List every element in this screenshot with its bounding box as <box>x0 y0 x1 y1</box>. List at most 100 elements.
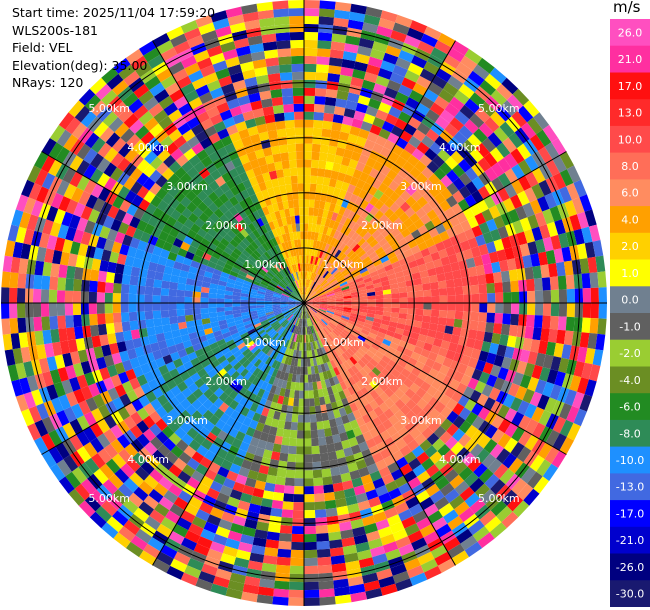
radar-gate <box>325 344 332 353</box>
radar-gate <box>475 142 490 158</box>
radar-gate <box>395 327 405 335</box>
radar-gate <box>85 347 96 361</box>
radar-gate <box>271 178 280 188</box>
radar-gate <box>326 370 333 379</box>
radar-gate <box>445 436 459 450</box>
radar-gate <box>227 229 237 239</box>
radar-gate <box>46 205 59 222</box>
radar-gate <box>99 126 115 143</box>
radar-gate <box>409 427 422 440</box>
radar-gate <box>364 202 375 213</box>
radar-gate <box>221 511 235 523</box>
radar-gate <box>111 137 127 153</box>
radar-gate <box>258 342 267 351</box>
radar-gate <box>346 568 362 579</box>
radar-gate <box>310 272 314 281</box>
radar-gate <box>206 79 222 92</box>
radar-gate <box>262 172 271 182</box>
radar-gate <box>217 228 227 238</box>
radar-gate <box>542 208 555 225</box>
radar-gate <box>522 202 535 218</box>
radar-gate <box>294 325 298 334</box>
radar-gate <box>245 234 254 244</box>
radar-gate <box>398 383 410 394</box>
radar-gate <box>512 220 524 234</box>
radar-gate <box>452 326 462 337</box>
radar-gate <box>286 323 292 331</box>
radar-gate <box>350 3 367 15</box>
radar-gate <box>384 208 395 219</box>
radar-gate <box>291 307 298 313</box>
radar-gate <box>501 236 512 250</box>
radar-gate <box>138 327 148 338</box>
radar-gate <box>149 410 162 424</box>
radar-gate <box>326 361 334 370</box>
radar-gate <box>234 192 245 203</box>
radar-gate <box>256 379 265 389</box>
radar-gate <box>247 125 259 137</box>
radar-gate <box>240 406 250 417</box>
radar-gate <box>321 128 332 138</box>
radar-gate <box>577 346 588 363</box>
radar-gate <box>343 217 352 227</box>
radar-gate <box>347 210 356 221</box>
radar-gate <box>304 470 314 479</box>
radar-gate <box>257 290 266 295</box>
radar-gate <box>352 426 363 437</box>
radar-gate <box>364 139 376 150</box>
radar-gate <box>291 341 296 350</box>
radar-gate <box>358 441 369 452</box>
radar-gate <box>267 316 276 322</box>
radar-gate <box>259 283 268 289</box>
radar-gate <box>437 33 456 48</box>
radar-gate <box>297 271 301 280</box>
radar-gate <box>309 271 313 280</box>
radar-gate <box>355 371 365 381</box>
radar-gate <box>15 394 29 412</box>
radar-gate <box>170 33 188 48</box>
radar-gate <box>317 208 324 218</box>
radar-gate <box>518 314 527 327</box>
radar-gate <box>451 550 469 566</box>
radar-gate <box>311 445 320 455</box>
ring-label: 4.00km <box>127 141 169 154</box>
radar-gate <box>229 463 242 475</box>
radar-gate <box>238 199 249 210</box>
radar-gate <box>285 266 291 275</box>
radar-gate <box>175 254 185 264</box>
radar-gate <box>187 245 198 255</box>
radar-gate <box>384 87 399 99</box>
radar-gate <box>409 20 428 34</box>
radar-gate <box>550 289 560 303</box>
radar-gate <box>225 220 235 230</box>
radar-gate <box>371 325 380 332</box>
radar-gate <box>569 345 580 361</box>
radar-gate <box>170 148 184 161</box>
radar-gate <box>89 313 98 326</box>
radar-gate <box>443 509 459 524</box>
radar-gate <box>319 152 328 162</box>
radar-gate <box>324 243 330 252</box>
radar-gate <box>318 258 324 267</box>
radar-gate <box>437 148 451 162</box>
radar-gate <box>395 578 413 592</box>
radar-gate <box>359 308 368 313</box>
radar-gate <box>304 462 313 471</box>
radar-gate <box>256 208 266 218</box>
radar-gate <box>370 342 380 351</box>
radar-gate <box>449 495 465 510</box>
radar-gate <box>248 419 259 430</box>
radar-gate <box>497 404 510 419</box>
radar-gate <box>352 526 366 537</box>
radar-gate <box>20 346 31 363</box>
radar-gate <box>316 257 322 266</box>
radar-gate <box>286 135 296 145</box>
radar-gate <box>261 390 270 400</box>
radar-gate <box>278 327 286 336</box>
radar-gate <box>375 335 385 343</box>
radar-gate <box>235 244 245 253</box>
radar-gate <box>31 200 44 217</box>
radar-gate <box>73 314 82 328</box>
radar-gate <box>412 129 426 142</box>
radar-gate <box>112 312 122 323</box>
